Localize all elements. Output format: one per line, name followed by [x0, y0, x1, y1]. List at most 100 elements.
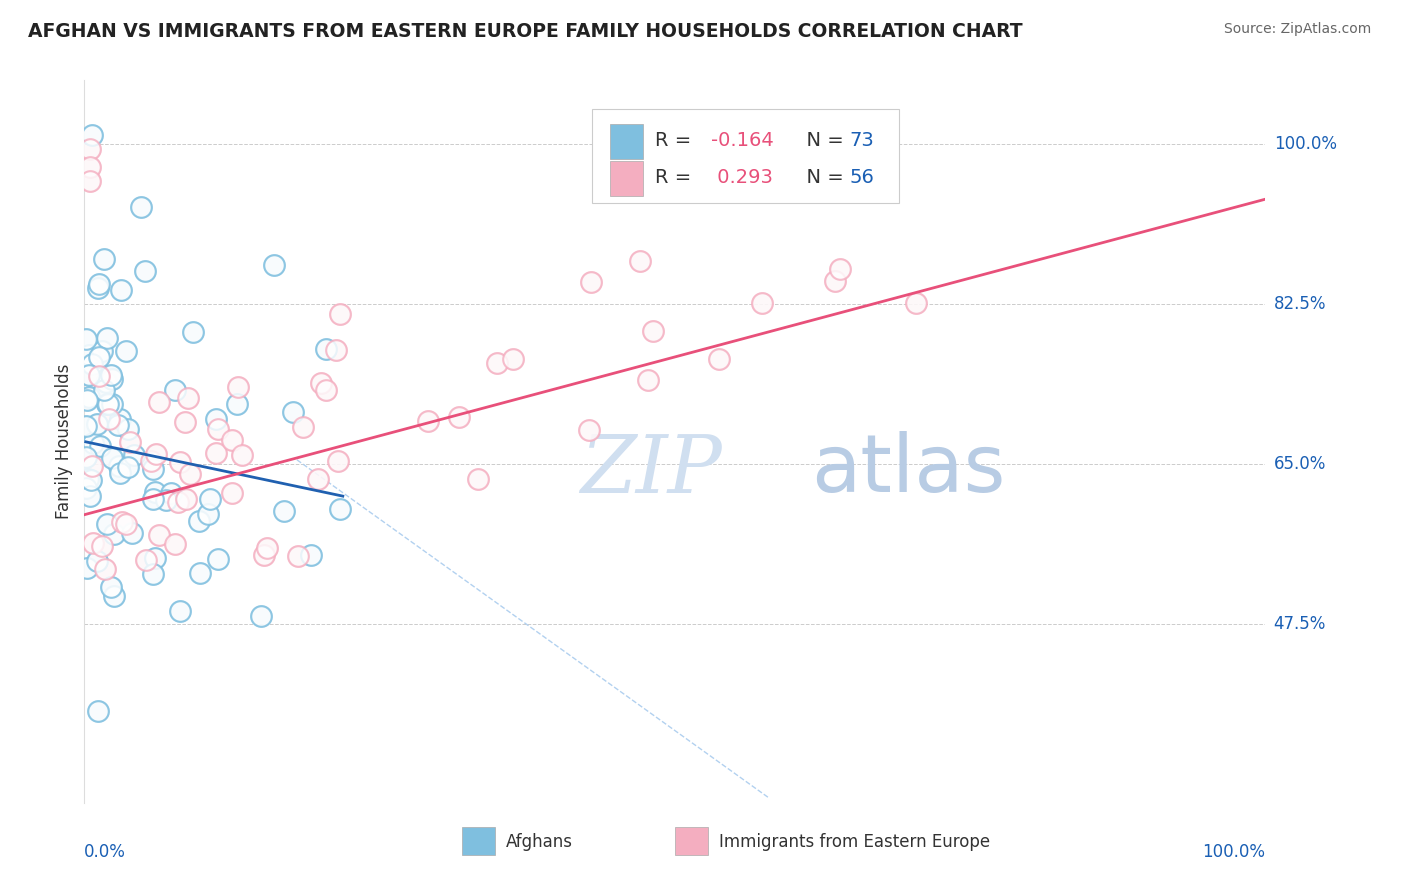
FancyBboxPatch shape — [675, 828, 709, 855]
Point — [307, 472, 329, 486]
Point — [579, 275, 602, 289]
Point — [309, 376, 332, 391]
Text: 65.0%: 65.0% — [1274, 456, 1326, 474]
Text: N =: N = — [794, 131, 851, 150]
Point — [143, 550, 166, 565]
Point — [82, 435, 104, 450]
Point — [174, 492, 197, 507]
Point — [82, 128, 104, 143]
Text: atlas: atlas — [811, 432, 1005, 509]
Point — [120, 435, 142, 450]
Point — [111, 515, 134, 529]
Point — [108, 466, 131, 480]
Point — [77, 348, 100, 362]
Point — [87, 280, 110, 294]
Point — [228, 380, 250, 394]
Point — [75, 450, 97, 465]
Point — [207, 422, 229, 436]
Point — [141, 454, 163, 468]
Point — [263, 258, 285, 272]
Point — [418, 414, 440, 428]
Point — [197, 508, 219, 522]
Point — [578, 423, 600, 437]
Point — [86, 554, 108, 568]
Point — [326, 454, 349, 468]
Point — [309, 376, 332, 391]
Point — [101, 372, 124, 386]
Point — [163, 537, 186, 551]
Point — [467, 472, 489, 486]
Point — [188, 566, 211, 581]
Y-axis label: Family Households: Family Households — [55, 364, 73, 519]
Point — [205, 446, 228, 460]
Point — [142, 462, 165, 476]
Point — [228, 380, 250, 394]
Point — [778, 184, 800, 198]
Point — [643, 324, 665, 338]
Point — [91, 539, 114, 553]
Point — [169, 455, 191, 469]
Point — [292, 419, 315, 434]
Point — [76, 392, 98, 407]
Point — [287, 549, 309, 564]
Point — [141, 492, 163, 507]
Point — [82, 535, 104, 549]
Point — [221, 434, 243, 448]
Point — [167, 495, 190, 509]
Point — [287, 549, 309, 564]
Point — [77, 368, 100, 383]
Text: AFGHAN VS IMMIGRANTS FROM EASTERN EUROPE FAMILY HOUSEHOLDS CORRELATION CHART: AFGHAN VS IMMIGRANTS FROM EASTERN EUROPE… — [28, 22, 1022, 41]
Point — [828, 261, 851, 276]
Point — [181, 325, 204, 339]
FancyBboxPatch shape — [610, 161, 643, 196]
Point — [117, 460, 139, 475]
Point — [141, 492, 163, 507]
Point — [329, 502, 352, 516]
Point — [828, 261, 851, 276]
Point — [91, 539, 114, 553]
Text: 47.5%: 47.5% — [1274, 615, 1326, 633]
Point — [167, 495, 190, 509]
Point — [100, 580, 122, 594]
Point — [751, 296, 773, 310]
Point — [100, 397, 122, 411]
Point — [79, 489, 101, 503]
Point — [75, 333, 97, 347]
Point — [94, 561, 117, 575]
Point — [177, 391, 200, 405]
Point — [134, 264, 156, 278]
Point — [75, 450, 97, 465]
Point — [231, 448, 253, 462]
Point — [447, 409, 470, 424]
Point — [108, 411, 131, 425]
Text: R =: R = — [655, 131, 697, 150]
Point — [778, 184, 800, 198]
Point — [326, 454, 349, 468]
Point — [637, 373, 659, 387]
Point — [87, 277, 110, 292]
Text: ZIP: ZIP — [581, 432, 723, 509]
Point — [80, 473, 103, 487]
Point — [142, 567, 165, 582]
Point — [905, 296, 928, 310]
Point — [87, 350, 110, 364]
Point — [87, 369, 110, 384]
Point — [226, 396, 249, 410]
Point — [103, 589, 125, 603]
Point — [76, 561, 98, 575]
Text: R =: R = — [655, 169, 697, 187]
Point — [174, 492, 197, 507]
Point — [169, 605, 191, 619]
Point — [207, 552, 229, 566]
Point — [96, 375, 118, 389]
Point — [281, 405, 304, 419]
Point — [110, 283, 132, 297]
Point — [325, 343, 347, 357]
Point — [79, 489, 101, 503]
Point — [155, 492, 177, 507]
Point — [91, 344, 114, 359]
Point — [299, 548, 322, 562]
Point — [292, 419, 315, 434]
Point — [101, 451, 124, 466]
Point — [169, 455, 191, 469]
